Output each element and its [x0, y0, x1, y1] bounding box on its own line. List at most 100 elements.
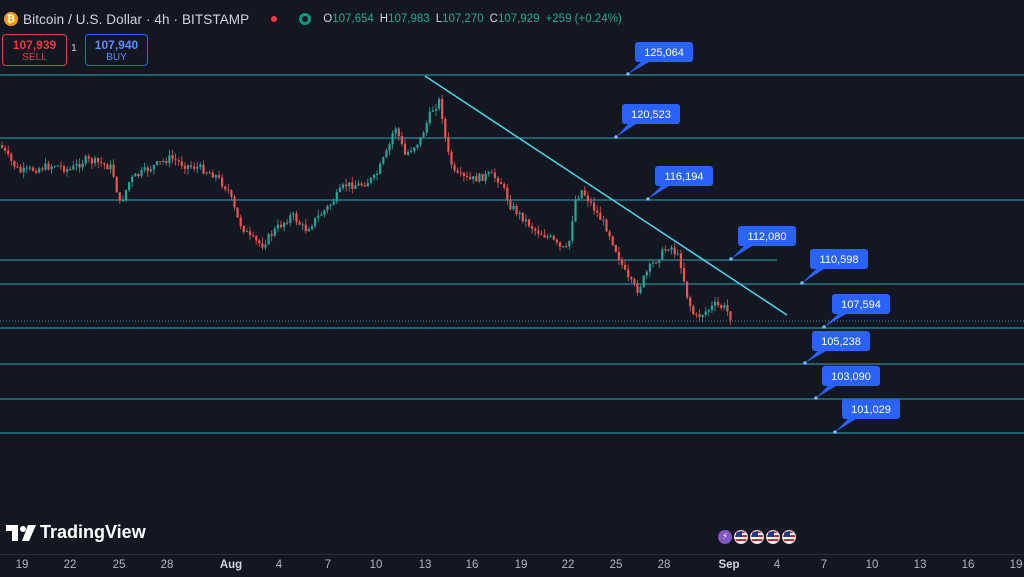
candle	[379, 161, 382, 175]
level-callout[interactable]: 101,029	[833, 399, 900, 434]
candle	[571, 215, 574, 244]
candle	[351, 177, 354, 194]
candle	[608, 229, 611, 241]
level-callout[interactable]: 110,598	[800, 249, 868, 285]
time-axis[interactable]: 19 22 25 28 Aug 4 7 10 13 16 19 22 25 28 Sep 4 7 10 13 16 19	[0, 554, 1024, 577]
candle	[59, 161, 62, 171]
candle	[456, 167, 459, 175]
candle	[124, 189, 128, 203]
level-callout[interactable]: 120,523	[614, 104, 680, 139]
level-callout[interactable]: 107,594	[822, 294, 890, 329]
candle	[503, 182, 506, 191]
sell-label: SELL	[22, 51, 47, 63]
level-callout[interactable]: 116,194	[646, 166, 713, 201]
candle	[376, 170, 379, 181]
candle	[140, 167, 143, 179]
candle	[106, 162, 109, 170]
candle	[44, 157, 47, 172]
candle	[239, 214, 242, 230]
candle	[320, 211, 323, 216]
candle	[329, 203, 332, 210]
us-flag-icon[interactable]	[734, 530, 748, 544]
candle	[41, 166, 44, 172]
candle	[72, 161, 75, 171]
lightning-icon[interactable]: ⚡	[718, 530, 732, 544]
candle	[193, 161, 196, 172]
time-axis-tick: 4	[275, 559, 283, 571]
economic-events[interactable]: ⚡	[718, 530, 796, 544]
sell-price: 107,939	[12, 37, 57, 52]
candle	[199, 162, 202, 170]
candle	[255, 234, 258, 245]
candle	[261, 237, 264, 250]
candle	[645, 269, 648, 280]
level-callout[interactable]: 125,064	[626, 42, 693, 76]
data-status-icon[interactable]	[299, 13, 312, 25]
candle	[500, 178, 503, 185]
candle	[298, 219, 301, 226]
level-callout[interactable]: 105,238	[803, 331, 870, 365]
candle	[304, 218, 307, 234]
candle	[543, 228, 546, 239]
candle	[236, 207, 239, 218]
candle	[695, 312, 698, 319]
ohlc-open-key: O	[323, 13, 333, 25]
spread-value: 1	[71, 42, 77, 54]
candle	[552, 234, 555, 241]
tradingview-logo[interactable]: TradingView	[6, 522, 146, 543]
us-flag-icon[interactable]	[766, 530, 780, 544]
candle	[276, 219, 279, 233]
candle	[589, 197, 593, 207]
buy-button[interactable]: 107,940 BUY	[85, 34, 148, 66]
candle	[186, 164, 190, 175]
candle	[509, 194, 512, 211]
candle	[348, 182, 351, 192]
candle	[155, 160, 159, 167]
candle	[10, 152, 13, 166]
candle	[53, 165, 56, 168]
candle	[286, 218, 289, 225]
downtrend-line[interactable]	[424, 75, 788, 316]
level-callout-label: 105,238	[821, 336, 861, 348]
candle	[518, 210, 521, 220]
price-change: +259 (+0.24%)	[545, 13, 622, 25]
candle	[403, 138, 407, 156]
candle	[19, 163, 22, 174]
candle	[478, 172, 481, 184]
symbol-title[interactable]: Bitcoin / U.S. Dollar · 4h · BITSTAMP	[23, 11, 250, 27]
time-axis-tick: 16	[465, 559, 479, 571]
candle	[115, 175, 118, 193]
candle	[602, 215, 605, 226]
candle	[655, 261, 658, 264]
candle	[93, 155, 97, 167]
candle	[137, 173, 140, 179]
time-axis-tick: 16	[961, 559, 975, 571]
candle	[13, 160, 16, 170]
candle	[689, 295, 692, 312]
candle	[425, 120, 428, 137]
level-callout[interactable]: 103,090	[814, 366, 880, 400]
candle	[531, 222, 534, 234]
time-axis-tick: 19	[514, 559, 528, 571]
candle	[177, 157, 180, 166]
candle	[202, 160, 205, 175]
us-flag-icon[interactable]	[750, 530, 764, 544]
level-callout[interactable]: 112,080	[729, 226, 796, 261]
candle	[701, 314, 704, 323]
candle	[168, 149, 171, 168]
symbol-header: ₿ Bitcoin / U.S. Dollar · 4h · BITSTAMP …	[0, 8, 622, 30]
time-axis-tick: 25	[609, 559, 623, 571]
candle	[586, 191, 589, 207]
candle	[648, 262, 651, 278]
time-axis-tick: 13	[418, 559, 432, 571]
candle	[180, 155, 183, 170]
us-flag-icon[interactable]	[782, 530, 796, 544]
candle	[521, 212, 524, 224]
candle	[537, 225, 540, 239]
level-callout-label: 116,194	[665, 171, 704, 183]
sell-button[interactable]: 107,939 SELL	[2, 34, 67, 66]
candle	[472, 176, 475, 184]
candle	[546, 233, 549, 240]
candle	[664, 245, 667, 253]
